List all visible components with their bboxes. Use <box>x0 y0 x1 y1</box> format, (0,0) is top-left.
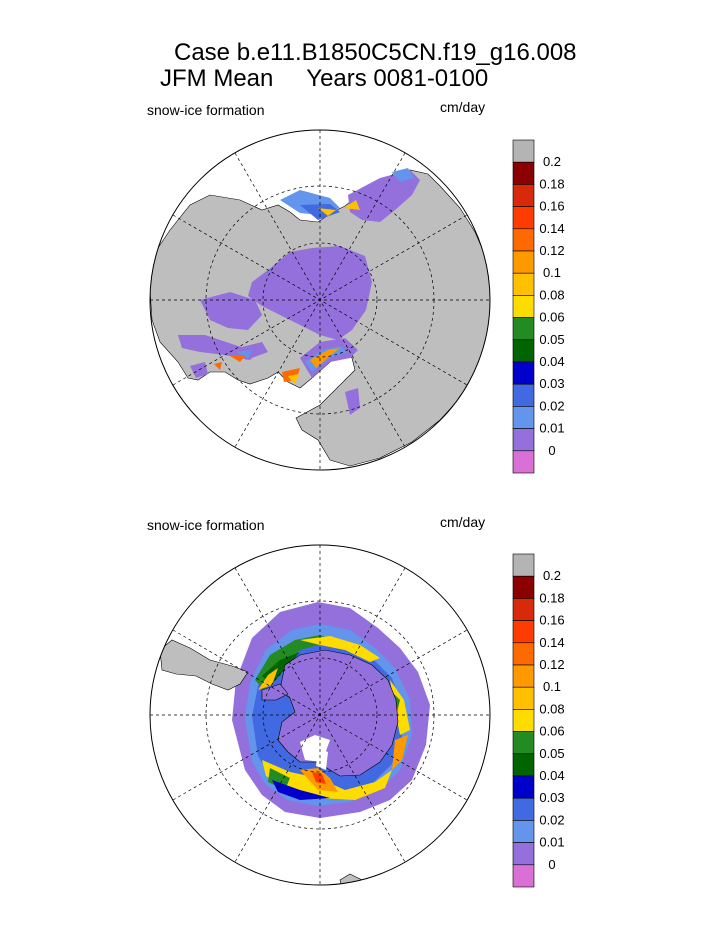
north-colorbar-swatch <box>512 228 535 252</box>
south-colorbar-tick-label: 0.12 <box>539 657 564 672</box>
north-colorbar-swatch <box>512 361 535 385</box>
north-colorbar-tick-label: 0 <box>548 443 555 458</box>
north-colorbar-tick-label: 0.02 <box>539 398 564 413</box>
north-map-frame <box>149 129 491 471</box>
south-variable-label: snow-ice formation <box>147 517 265 533</box>
south-colorbar-swatch <box>512 642 535 666</box>
south-colorbar-tick-label: 0.01 <box>539 835 564 850</box>
north-colorbar-swatch <box>512 339 535 363</box>
north-colorbar-tick-label: 0.08 <box>539 287 564 302</box>
south-colorbar-swatch <box>512 709 535 732</box>
plot-title-line2: JFM Mean Years 0081-0100 <box>160 65 489 92</box>
north-colorbar-tick-label: 0.05 <box>539 332 564 347</box>
north-colorbar-swatch <box>512 428 535 452</box>
north-arctic-ice <box>248 246 372 340</box>
south-colorbar-tick-label: 0.2 <box>543 568 561 583</box>
north-colorbar-tick-label: 0.1 <box>543 265 561 280</box>
south-colorbar-tick-label: 0.16 <box>539 613 564 628</box>
north-colorbar-tick-label: 0.2 <box>543 154 561 169</box>
south-colorbar-tick-label: 0.1 <box>543 679 561 694</box>
south-colorbar-swatch <box>512 620 535 644</box>
south-colorbar-tick-label: 0.05 <box>539 746 564 761</box>
south-colorbar-swatch <box>512 664 535 688</box>
north-colorbar-swatch <box>512 250 535 274</box>
south-units-label: cm/day <box>440 514 486 530</box>
plot-title-line1: Case b.e11.B1850C5CN.f19_g16.008 <box>174 39 577 66</box>
south-colorbar-tick-label: 0.03 <box>539 790 564 805</box>
south-colorbar-swatch <box>512 797 535 821</box>
south-colorbar-tick-label: 0.08 <box>539 701 564 716</box>
south-colorbar-swatch <box>512 575 535 599</box>
north-colorbar-swatch <box>512 161 535 185</box>
south-colorbar: 0.2 0.18 0.16 0.14 0.12 0.1 0.08 0.06 0.05 0.04 0.… <box>512 553 565 888</box>
south-colorbar-tick-label: 0.06 <box>539 724 564 739</box>
north-colorbar-tick-label: 0.04 <box>539 354 564 369</box>
north-colorbar-swatch <box>512 317 535 341</box>
north-units-label: cm/day <box>440 99 486 115</box>
north-colorbar-swatch <box>512 406 535 429</box>
south-colorbar-swatch <box>512 842 535 866</box>
north-colorbar: 0.2 0.18 0.16 0.14 0.12 0.1 0.08 0.06 0.05 0.04 0.… <box>512 139 565 474</box>
north-colorbar-swatch <box>512 139 535 163</box>
north-colorbar-tick-label: 0.03 <box>539 376 564 391</box>
north-polar-map <box>150 130 490 470</box>
north-variable-label: snow-ice formation <box>147 102 265 118</box>
south-colorbar-tick-label: 0.14 <box>539 635 564 650</box>
north-colorbar-swatch <box>512 206 535 230</box>
south-colorbar-swatch <box>512 731 535 755</box>
north-colorbar-swatch <box>512 383 535 407</box>
south-map-frame <box>149 544 491 886</box>
south-colorbar-swatch <box>512 598 535 621</box>
south-colorbar-swatch <box>512 686 535 710</box>
north-colorbar-swatch <box>512 184 535 207</box>
south-colorbar-tick-label: 0.04 <box>539 768 564 783</box>
south-colorbar-tick-label: 0 <box>548 857 555 872</box>
south-colorbar-swatch <box>512 820 535 843</box>
south-colorbar-swatch <box>512 553 535 577</box>
north-colorbar-tick-label: 0.18 <box>539 176 564 191</box>
south-colorbar-swatch <box>512 775 535 799</box>
north-colorbar-tick-label: 0.01 <box>539 421 564 436</box>
south-colorbar-swatch <box>512 864 535 888</box>
north-colorbar-swatch <box>512 295 535 318</box>
north-colorbar-tick-label: 0.06 <box>539 310 564 325</box>
north-colorbar-tick-label: 0.14 <box>539 221 564 236</box>
south-colorbar-tick-label: 0.18 <box>539 590 564 605</box>
north-colorbar-swatch <box>512 272 535 296</box>
north-colorbar-swatch <box>512 450 535 474</box>
south-colorbar-swatch <box>512 753 535 777</box>
south-polar-map <box>150 545 490 885</box>
south-america-land <box>159 639 249 691</box>
north-colorbar-tick-label: 0.12 <box>539 243 564 258</box>
south-colorbar-tick-label: 0.02 <box>539 812 564 827</box>
north-colorbar-tick-label: 0.16 <box>539 199 564 214</box>
